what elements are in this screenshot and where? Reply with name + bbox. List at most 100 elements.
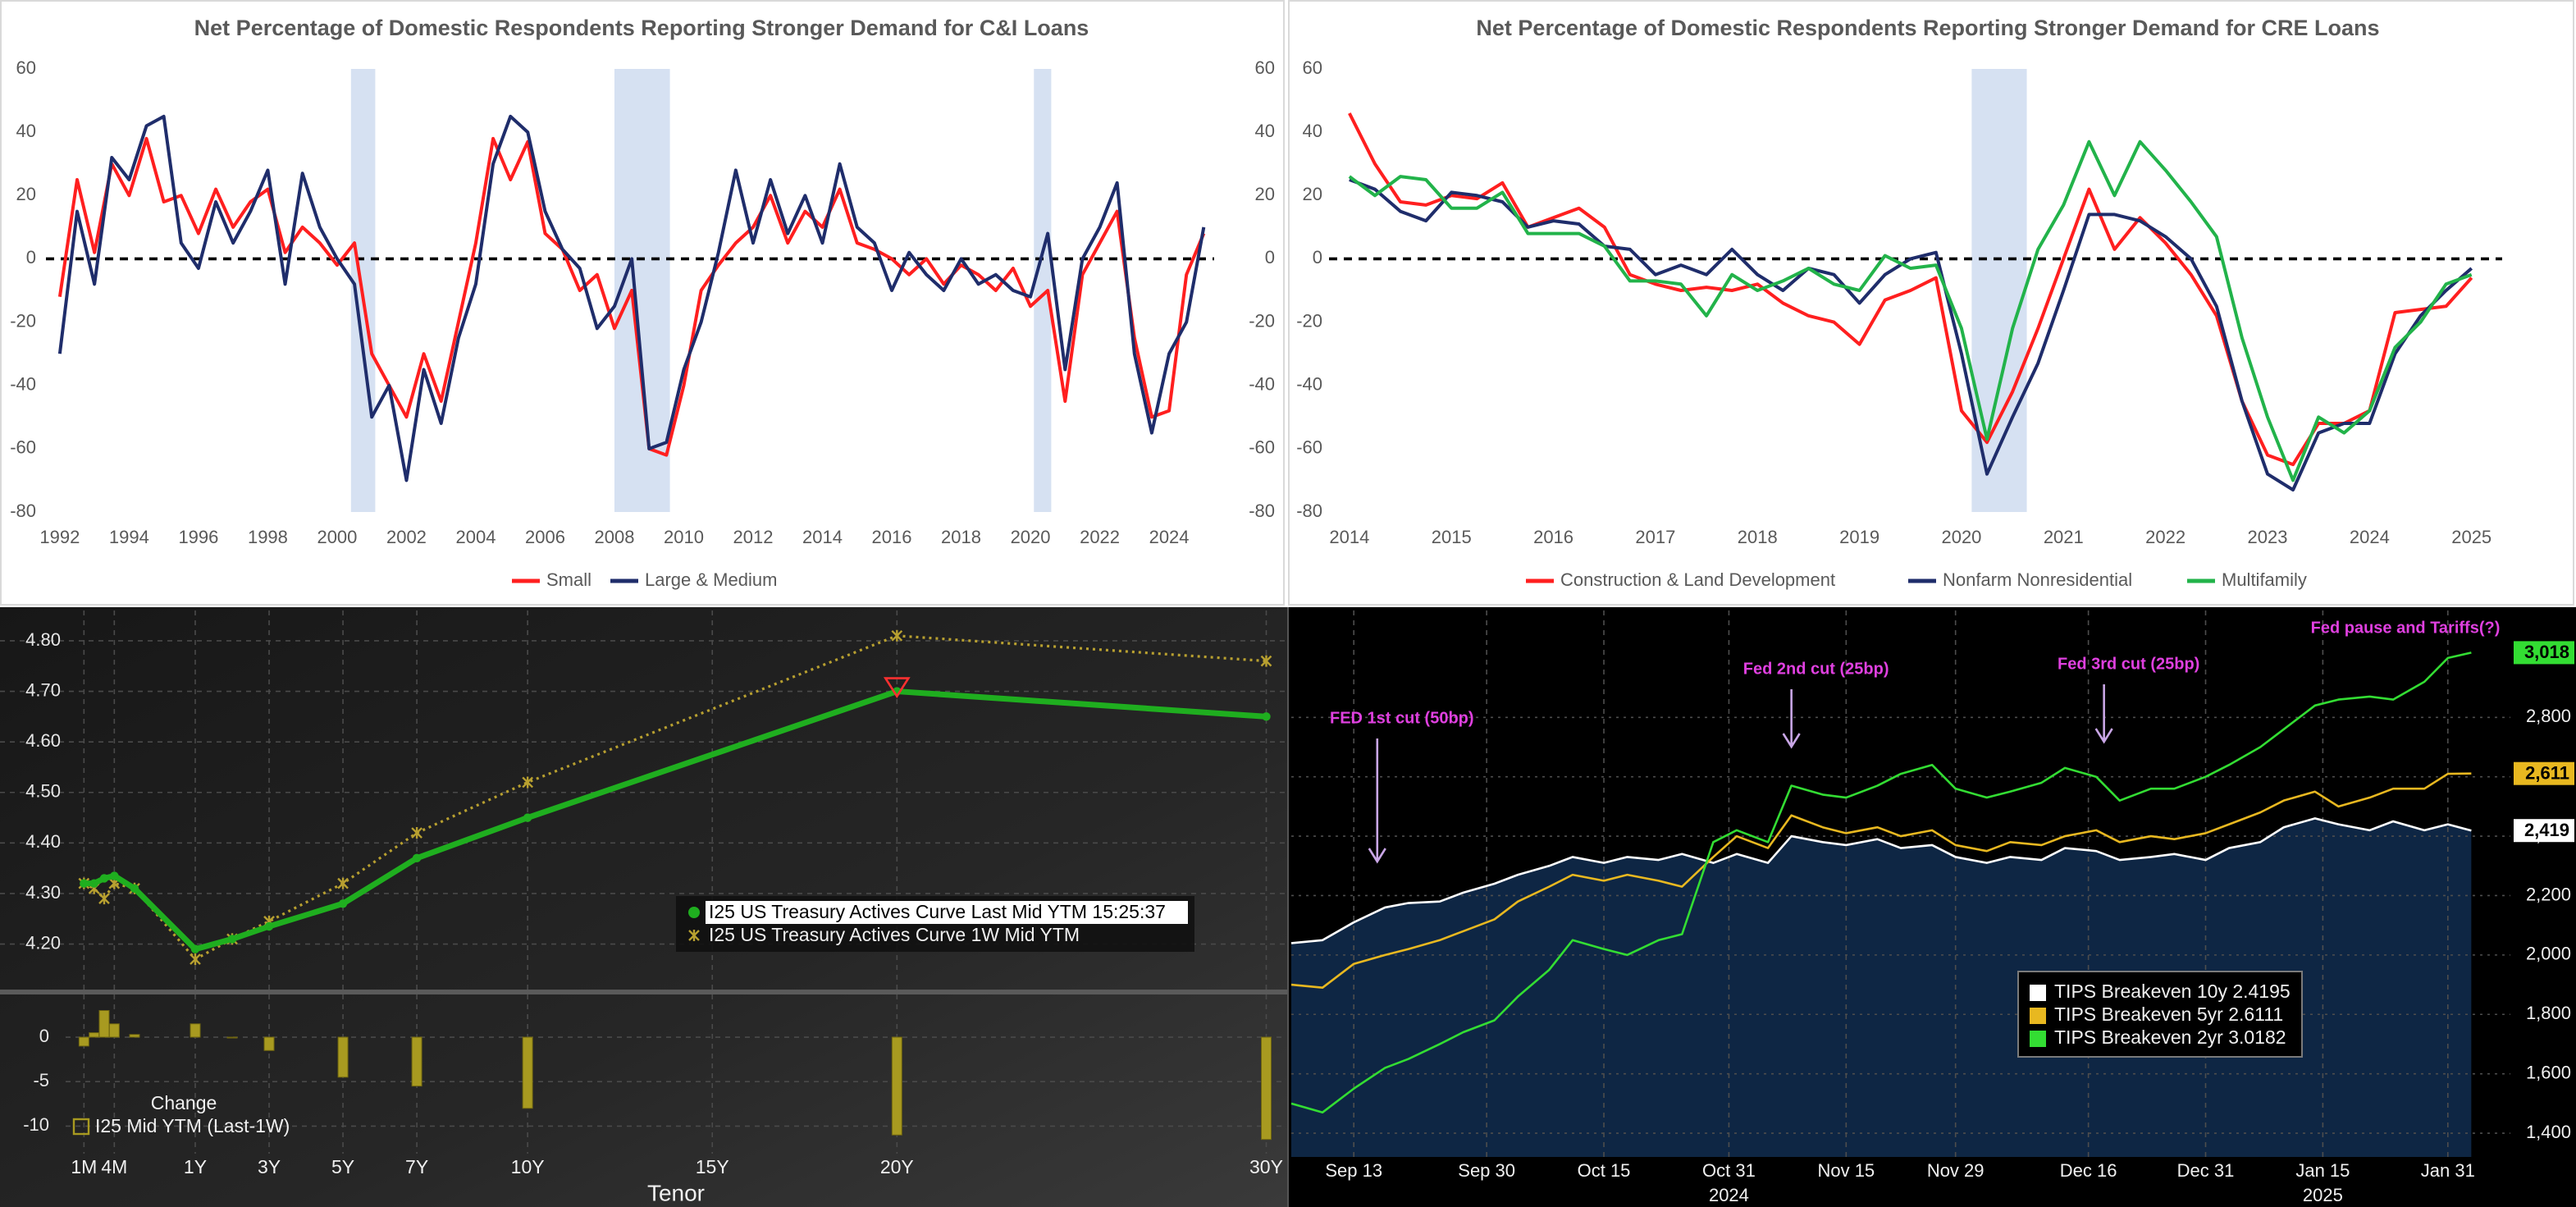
legend-swatch [688, 907, 700, 918]
x-tick-label: 2024 [1149, 527, 1190, 547]
x-tick-label: 2016 [1533, 527, 1573, 547]
y-tick-label: 40 [16, 121, 36, 141]
y-tick-label: 2,200 [2526, 884, 2571, 904]
x-tick-label: 2020 [1941, 527, 1981, 547]
series-line [57, 114, 1206, 482]
x-year-label: 2025 [2303, 1185, 2343, 1205]
change-bar [522, 1036, 533, 1109]
x-tick-label: 1M [71, 1156, 97, 1177]
y-tick-label: 2,800 [2526, 706, 2571, 726]
y-tick-label: 1,400 [2526, 1122, 2571, 1142]
x-tick-label: 2008 [595, 527, 635, 547]
panel-divider [0, 990, 1288, 994]
x-tick-label: 2024 [2350, 527, 2390, 547]
x-tick-label: 4M [101, 1156, 127, 1177]
legend-swatch [2030, 985, 2046, 1001]
last-value-box [2514, 761, 2574, 785]
y-tick-label: 20 [1303, 184, 1322, 204]
point-marker [412, 853, 422, 863]
series-line [1348, 139, 2473, 482]
series-line [1290, 652, 2472, 1113]
panel-frame [0, 0, 1285, 606]
y-tick-label: -40 [10, 374, 36, 395]
lower-panel-title: Change [151, 1092, 217, 1113]
x-tick-label: 2004 [455, 527, 496, 547]
change-bar [98, 1010, 110, 1038]
change-bar [190, 1023, 201, 1038]
x-tick-label: 2025 [2451, 527, 2492, 547]
annotation: Fed 2nd cut (25bp) [1743, 660, 1889, 678]
y-tick-label: 0 [1313, 247, 1322, 267]
x-tick-label: 2015 [1432, 527, 1472, 547]
point-marker [80, 879, 89, 888]
y-tick-label: -40 [1296, 374, 1322, 395]
legend-label: Nonfarm Nonresidential [1943, 569, 2132, 590]
point-marker [110, 871, 119, 880]
x-axis-title: Tenor [647, 1180, 705, 1205]
annotation: Fed 3rd cut (25bp) [2058, 655, 2199, 673]
legend-label: I25 Mid YTM (Last-1W) [95, 1115, 290, 1136]
x-tick-label: 2018 [941, 527, 981, 547]
legend-box [2017, 971, 2303, 1058]
change-bar [129, 1034, 140, 1038]
y-tick-label: 1,800 [2526, 1003, 2571, 1023]
series-area [1291, 818, 2472, 1157]
annotation-arrowhead [1782, 733, 1801, 749]
last-value-box [2514, 641, 2574, 665]
recession-band [1034, 69, 1052, 512]
y-tick-label: -80 [1296, 501, 1322, 521]
y-tick-label: -60 [10, 437, 36, 458]
x-tick-label: 2020 [1011, 527, 1051, 547]
point-marker [338, 899, 348, 908]
point-marker [227, 935, 237, 944]
y-tick-label: 4.70 [25, 679, 61, 700]
legend-label: TIPS Breakeven 2yr 3.0182 [2054, 1026, 2286, 1048]
x-tick-label: 10Y [511, 1156, 545, 1177]
y-tick-label: 4.80 [25, 629, 61, 650]
chart-title: Net Percentage of Domestic Respondents R… [194, 16, 1089, 40]
panel-frame [1288, 0, 2574, 606]
y-tick-label: -5 [33, 1070, 49, 1090]
x-tick-label: 2019 [1839, 527, 1879, 547]
change-bar [89, 1032, 100, 1038]
last-value-box [2514, 819, 2574, 843]
y-tick-label: 2,000 [2526, 944, 2571, 964]
y2-tick-label: -80 [1249, 501, 1275, 521]
y-tick-label: 20 [16, 184, 36, 204]
y-tick-label: 4.40 [25, 831, 61, 852]
point-marker [1262, 712, 1271, 721]
x-tick-label: 2014 [802, 527, 843, 547]
y-tick-label: 4.60 [25, 730, 61, 751]
x-tick-label: 2012 [733, 527, 774, 547]
series-line [1290, 817, 2472, 944]
y-tick-label: -10 [23, 1114, 49, 1135]
x-tick-label: Dec 31 [2177, 1160, 2235, 1181]
point-marker [190, 953, 201, 966]
x-tick-label: 1994 [109, 527, 149, 547]
legend-label: I25 US Treasury Actives Curve Last Mid Y… [709, 901, 1166, 922]
point-marker [98, 893, 110, 905]
x-tick-label: 7Y [405, 1156, 428, 1177]
series-line [1290, 772, 2472, 989]
last-value-label: 2,419 [2524, 820, 2569, 840]
x-tick-label: Jan 15 [2295, 1160, 2350, 1181]
x-tick-label: 1998 [248, 527, 288, 547]
change-bar [226, 1036, 238, 1039]
x-tick-label: Nov 15 [1817, 1160, 1875, 1181]
point-marker [89, 879, 98, 888]
change-bar [411, 1036, 422, 1087]
x-tick-label: Sep 30 [1458, 1160, 1515, 1181]
point-marker [411, 827, 422, 839]
y-tick-label: 4.30 [25, 882, 61, 903]
legend-label: Multifamily [2222, 569, 2307, 590]
x-tick-label: Nov 29 [1927, 1160, 1985, 1181]
x-tick-label: 1Y [184, 1156, 207, 1177]
legend-highlight [706, 901, 1188, 924]
legend-label: Construction & Land Development [1560, 569, 1835, 590]
series-line [57, 136, 1206, 457]
change-bar [337, 1036, 349, 1078]
x-tick-label: 2018 [1738, 527, 1778, 547]
last-value-label: 3,018 [2524, 642, 2569, 662]
